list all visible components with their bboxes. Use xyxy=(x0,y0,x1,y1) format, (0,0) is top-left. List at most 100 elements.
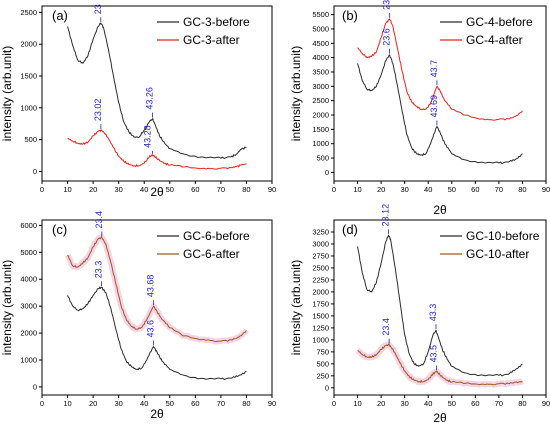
y-tick-label: 1250 xyxy=(312,323,329,332)
x-tick-label: 10 xyxy=(353,185,361,194)
y-tick-label: 1500 xyxy=(312,311,329,320)
peak-label: 23.6 xyxy=(382,28,392,46)
y-tick-label: 2750 xyxy=(312,251,329,260)
y-tick-label: 2000 xyxy=(20,329,37,338)
y-tick-label: 4000 xyxy=(20,275,37,284)
x-tick-label: 0 xyxy=(40,399,44,408)
series-line-0 xyxy=(357,234,523,377)
panel-label: (b) xyxy=(342,8,358,23)
legend-label-0: GC-10-before xyxy=(466,229,540,243)
y-tick-label: 2000 xyxy=(312,111,329,120)
x-tick-label: 60 xyxy=(471,399,479,408)
x-axis-title: 2θ xyxy=(433,203,447,217)
x-tick-label: 70 xyxy=(217,399,225,408)
peak-label: 23.4 xyxy=(381,318,391,336)
y-tick-label: 3000 xyxy=(312,239,329,248)
peak-label: 23.3 xyxy=(94,261,104,279)
series-line-1 xyxy=(67,236,247,343)
x-tick-label: 60 xyxy=(191,399,199,408)
x-tick-label: 30 xyxy=(114,185,122,194)
legend-label-0: GC-3-before xyxy=(183,15,250,29)
peak-label: 23.02 xyxy=(93,99,103,122)
y-tick-label: 4500 xyxy=(312,39,329,48)
x-tick-label: 30 xyxy=(114,399,122,408)
y-tick-label: 1750 xyxy=(312,299,329,308)
y-axis-title: intensity (arb.unit) xyxy=(289,46,303,141)
x-tick-label: 50 xyxy=(166,185,174,194)
y-tick-label: 5000 xyxy=(312,24,329,33)
x-tick-label: 20 xyxy=(89,185,97,194)
y-tick-label: 2250 xyxy=(312,275,329,284)
x-tick-label: 40 xyxy=(140,185,148,194)
chart-panel-c: 0 10 20 30 40 50 60 70 80 90 0 1000 2000 3000 4000 5000… xyxy=(0,211,276,421)
y-tick-label: 1500 xyxy=(312,125,329,134)
y-tick-label: 0 xyxy=(33,382,37,391)
legend-label-1: GC-4-after xyxy=(466,33,523,47)
series-line-1 xyxy=(67,129,247,170)
x-tick-label: 40 xyxy=(140,399,148,408)
x-axis-title: 2θ xyxy=(433,411,447,425)
peak-label: 43.3 xyxy=(428,304,438,322)
peak-label: 23.12 xyxy=(380,204,390,227)
x-tick-label: 50 xyxy=(448,185,456,194)
peak-label: 43.68 xyxy=(146,275,156,298)
y-tick-label: 1000 xyxy=(20,356,37,365)
x-tick-label: 20 xyxy=(377,399,385,408)
y-tick-label: 500 xyxy=(316,154,329,163)
peak-label: 43.6 xyxy=(145,320,155,338)
x-tick-label: 40 xyxy=(424,399,432,408)
y-axis-title: intensity (arb.unit) xyxy=(0,260,14,355)
x-tick-label: 70 xyxy=(217,185,225,194)
y-tick-label: 500 xyxy=(24,135,37,144)
peak-label: 43.7 xyxy=(429,60,439,78)
chart-panel-a: 0 10 20 30 40 50 60 70 80 90 0 500 1000 1500 2000 2500 2… xyxy=(0,4,276,199)
x-tick-label: 10 xyxy=(353,399,361,408)
y-tick-label: 0 xyxy=(325,168,329,177)
y-tick-label: 0 xyxy=(325,383,329,392)
x-tick-label: 50 xyxy=(448,399,456,408)
x-axis-title: 2θ xyxy=(150,407,164,421)
peak-label: 43.28 xyxy=(143,125,153,148)
x-tick-label: 70 xyxy=(495,185,503,194)
x-tick-label: 80 xyxy=(518,399,526,408)
series-line-0 xyxy=(357,54,523,164)
x-tick-label: 10 xyxy=(63,399,71,408)
y-tick-label: 5000 xyxy=(20,248,37,257)
plot-frame xyxy=(41,219,273,396)
panel-label: (c) xyxy=(52,222,67,237)
y-tick-label: 3250 xyxy=(312,227,329,236)
series-line-0 xyxy=(67,22,247,160)
x-tick-label: 0 xyxy=(332,185,336,194)
y-tick-label: 1500 xyxy=(20,72,37,81)
x-tick-label: 80 xyxy=(242,185,250,194)
legend-label-1: GC-10-after xyxy=(466,247,529,261)
peak-label: 23.4 xyxy=(94,211,104,229)
y-tick-label: 0 xyxy=(33,167,37,176)
x-tick-label: 20 xyxy=(89,399,97,408)
peak-label: 23.64 xyxy=(382,0,392,10)
legend-label-1: GC-3-after xyxy=(183,33,240,47)
y-tick-label: 4000 xyxy=(312,53,329,62)
series-line-1 xyxy=(357,18,523,121)
x-tick-label: 90 xyxy=(542,399,550,408)
legend-label-1: GC-6-after xyxy=(183,247,240,261)
x-tick-label: 0 xyxy=(40,185,44,194)
y-tick-label: 2500 xyxy=(312,96,329,105)
x-tick-label: 90 xyxy=(268,399,276,408)
x-axis-title: 2θ xyxy=(150,185,164,199)
x-tick-label: 40 xyxy=(424,185,432,194)
plot-frame xyxy=(41,5,273,182)
x-tick-label: 50 xyxy=(166,399,174,408)
legend-label-0: GC-6-before xyxy=(183,229,250,243)
y-tick-label: 6000 xyxy=(20,221,37,230)
peak-label: 23 xyxy=(93,4,103,14)
y-tick-label: 500 xyxy=(316,359,329,368)
x-tick-label: 30 xyxy=(400,185,408,194)
chart-panel-d: 0 10 20 30 40 50 60 70 80 90 0 250 500 750 1000 1250 150… xyxy=(289,204,550,425)
x-tick-label: 60 xyxy=(471,185,479,194)
chart-panel-b: 0 10 20 30 40 50 60 70 80 90 0 500 1000 1500 2000 2500 3… xyxy=(289,0,550,217)
x-tick-label: 60 xyxy=(191,185,199,194)
series-highlight xyxy=(355,341,525,388)
y-tick-label: 250 xyxy=(316,371,329,380)
y-tick-label: 1000 xyxy=(20,103,37,112)
